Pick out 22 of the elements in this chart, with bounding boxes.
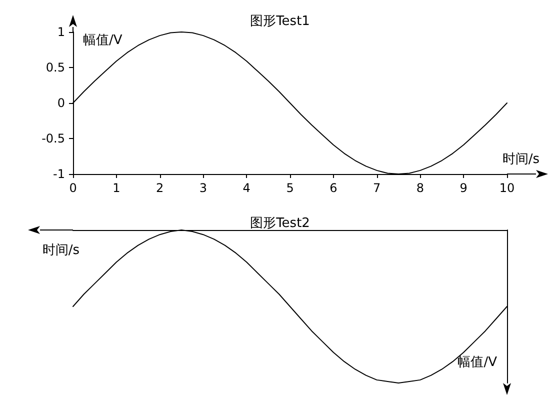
y-tick-label: -0.5 [42,132,65,146]
y-tick-label: 1 [57,25,65,39]
x-tick-label: 3 [199,181,208,195]
x-tick-label: 5 [286,181,294,195]
x-tick-label: 7 [372,181,381,195]
x-tick-label: 10 [499,181,515,195]
x-tick-label: 0 [69,181,77,195]
x-tick-label: 6 [330,181,338,195]
y-axis-title: 幅值/V [83,33,122,48]
chart-title: 图形Test2 [250,216,310,231]
y-tick-label: 0 [57,96,65,110]
x-tick-label: 1 [112,181,120,195]
x-tick-label: 9 [460,181,468,195]
x-tick-label: 2 [156,181,164,195]
x-axis-title: 时间/s [42,243,80,258]
y-axis-title: 幅值/V [458,355,498,370]
y-tick-label: -1 [53,167,65,181]
y-tick-label: 0.5 [46,60,65,74]
chart-title: 图形Test1 [250,14,310,29]
x-axis-title: 时间/s [502,152,540,167]
x-tick-label: 8 [416,181,424,195]
x-tick-label: 4 [242,181,250,195]
